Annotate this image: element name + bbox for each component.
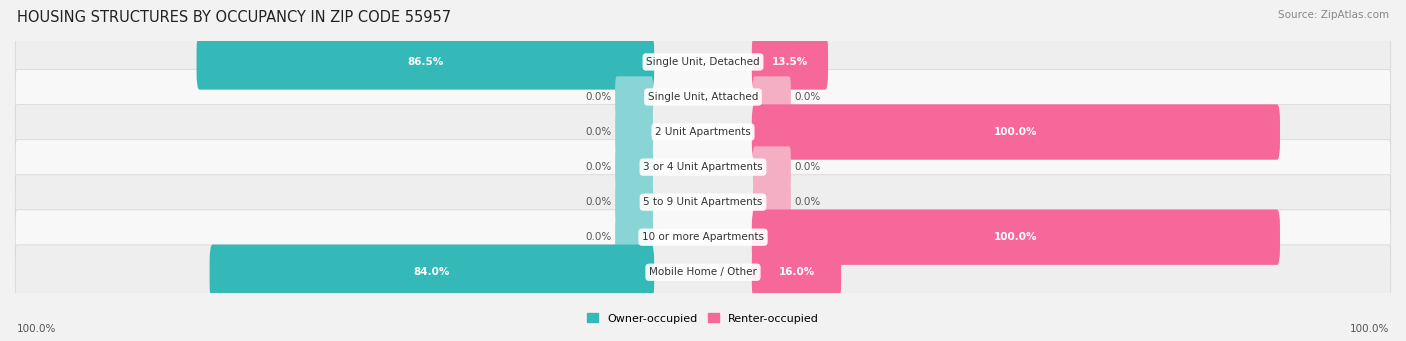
Text: 100.0%: 100.0% <box>17 324 56 334</box>
FancyBboxPatch shape <box>752 104 1279 160</box>
FancyBboxPatch shape <box>616 146 652 188</box>
Text: 0.0%: 0.0% <box>585 92 612 102</box>
Text: 16.0%: 16.0% <box>779 267 814 277</box>
Text: 0.0%: 0.0% <box>794 92 821 102</box>
FancyBboxPatch shape <box>15 210 1391 265</box>
FancyBboxPatch shape <box>616 181 652 223</box>
Text: Source: ZipAtlas.com: Source: ZipAtlas.com <box>1278 10 1389 20</box>
Text: 10 or more Apartments: 10 or more Apartments <box>643 232 763 242</box>
Text: Single Unit, Detached: Single Unit, Detached <box>647 57 759 67</box>
Text: 2 Unit Apartments: 2 Unit Apartments <box>655 127 751 137</box>
Text: 0.0%: 0.0% <box>585 127 612 137</box>
Text: Mobile Home / Other: Mobile Home / Other <box>650 267 756 277</box>
FancyBboxPatch shape <box>754 181 790 223</box>
FancyBboxPatch shape <box>752 34 828 90</box>
FancyBboxPatch shape <box>15 105 1391 159</box>
FancyBboxPatch shape <box>15 245 1391 300</box>
Text: 100.0%: 100.0% <box>994 232 1038 242</box>
FancyBboxPatch shape <box>15 35 1391 89</box>
Text: 0.0%: 0.0% <box>794 197 821 207</box>
FancyBboxPatch shape <box>616 112 652 153</box>
Text: 0.0%: 0.0% <box>585 232 612 242</box>
Text: 0.0%: 0.0% <box>794 162 821 172</box>
FancyBboxPatch shape <box>754 146 790 188</box>
Legend: Owner-occupied, Renter-occupied: Owner-occupied, Renter-occupied <box>582 309 824 328</box>
FancyBboxPatch shape <box>616 217 652 258</box>
Text: 13.5%: 13.5% <box>772 57 808 67</box>
FancyBboxPatch shape <box>752 244 841 300</box>
Text: HOUSING STRUCTURES BY OCCUPANCY IN ZIP CODE 55957: HOUSING STRUCTURES BY OCCUPANCY IN ZIP C… <box>17 10 451 25</box>
Text: 5 to 9 Unit Apartments: 5 to 9 Unit Apartments <box>644 197 762 207</box>
Text: 0.0%: 0.0% <box>585 162 612 172</box>
Text: 86.5%: 86.5% <box>408 57 443 67</box>
Text: 84.0%: 84.0% <box>413 267 450 277</box>
FancyBboxPatch shape <box>754 76 790 118</box>
FancyBboxPatch shape <box>752 209 1279 265</box>
Text: 0.0%: 0.0% <box>585 197 612 207</box>
Text: 100.0%: 100.0% <box>1350 324 1389 334</box>
FancyBboxPatch shape <box>15 175 1391 229</box>
Text: 3 or 4 Unit Apartments: 3 or 4 Unit Apartments <box>643 162 763 172</box>
FancyBboxPatch shape <box>15 140 1391 194</box>
FancyBboxPatch shape <box>15 70 1391 124</box>
Text: 100.0%: 100.0% <box>994 127 1038 137</box>
FancyBboxPatch shape <box>197 34 654 90</box>
FancyBboxPatch shape <box>209 244 654 300</box>
FancyBboxPatch shape <box>616 76 652 118</box>
Text: Single Unit, Attached: Single Unit, Attached <box>648 92 758 102</box>
